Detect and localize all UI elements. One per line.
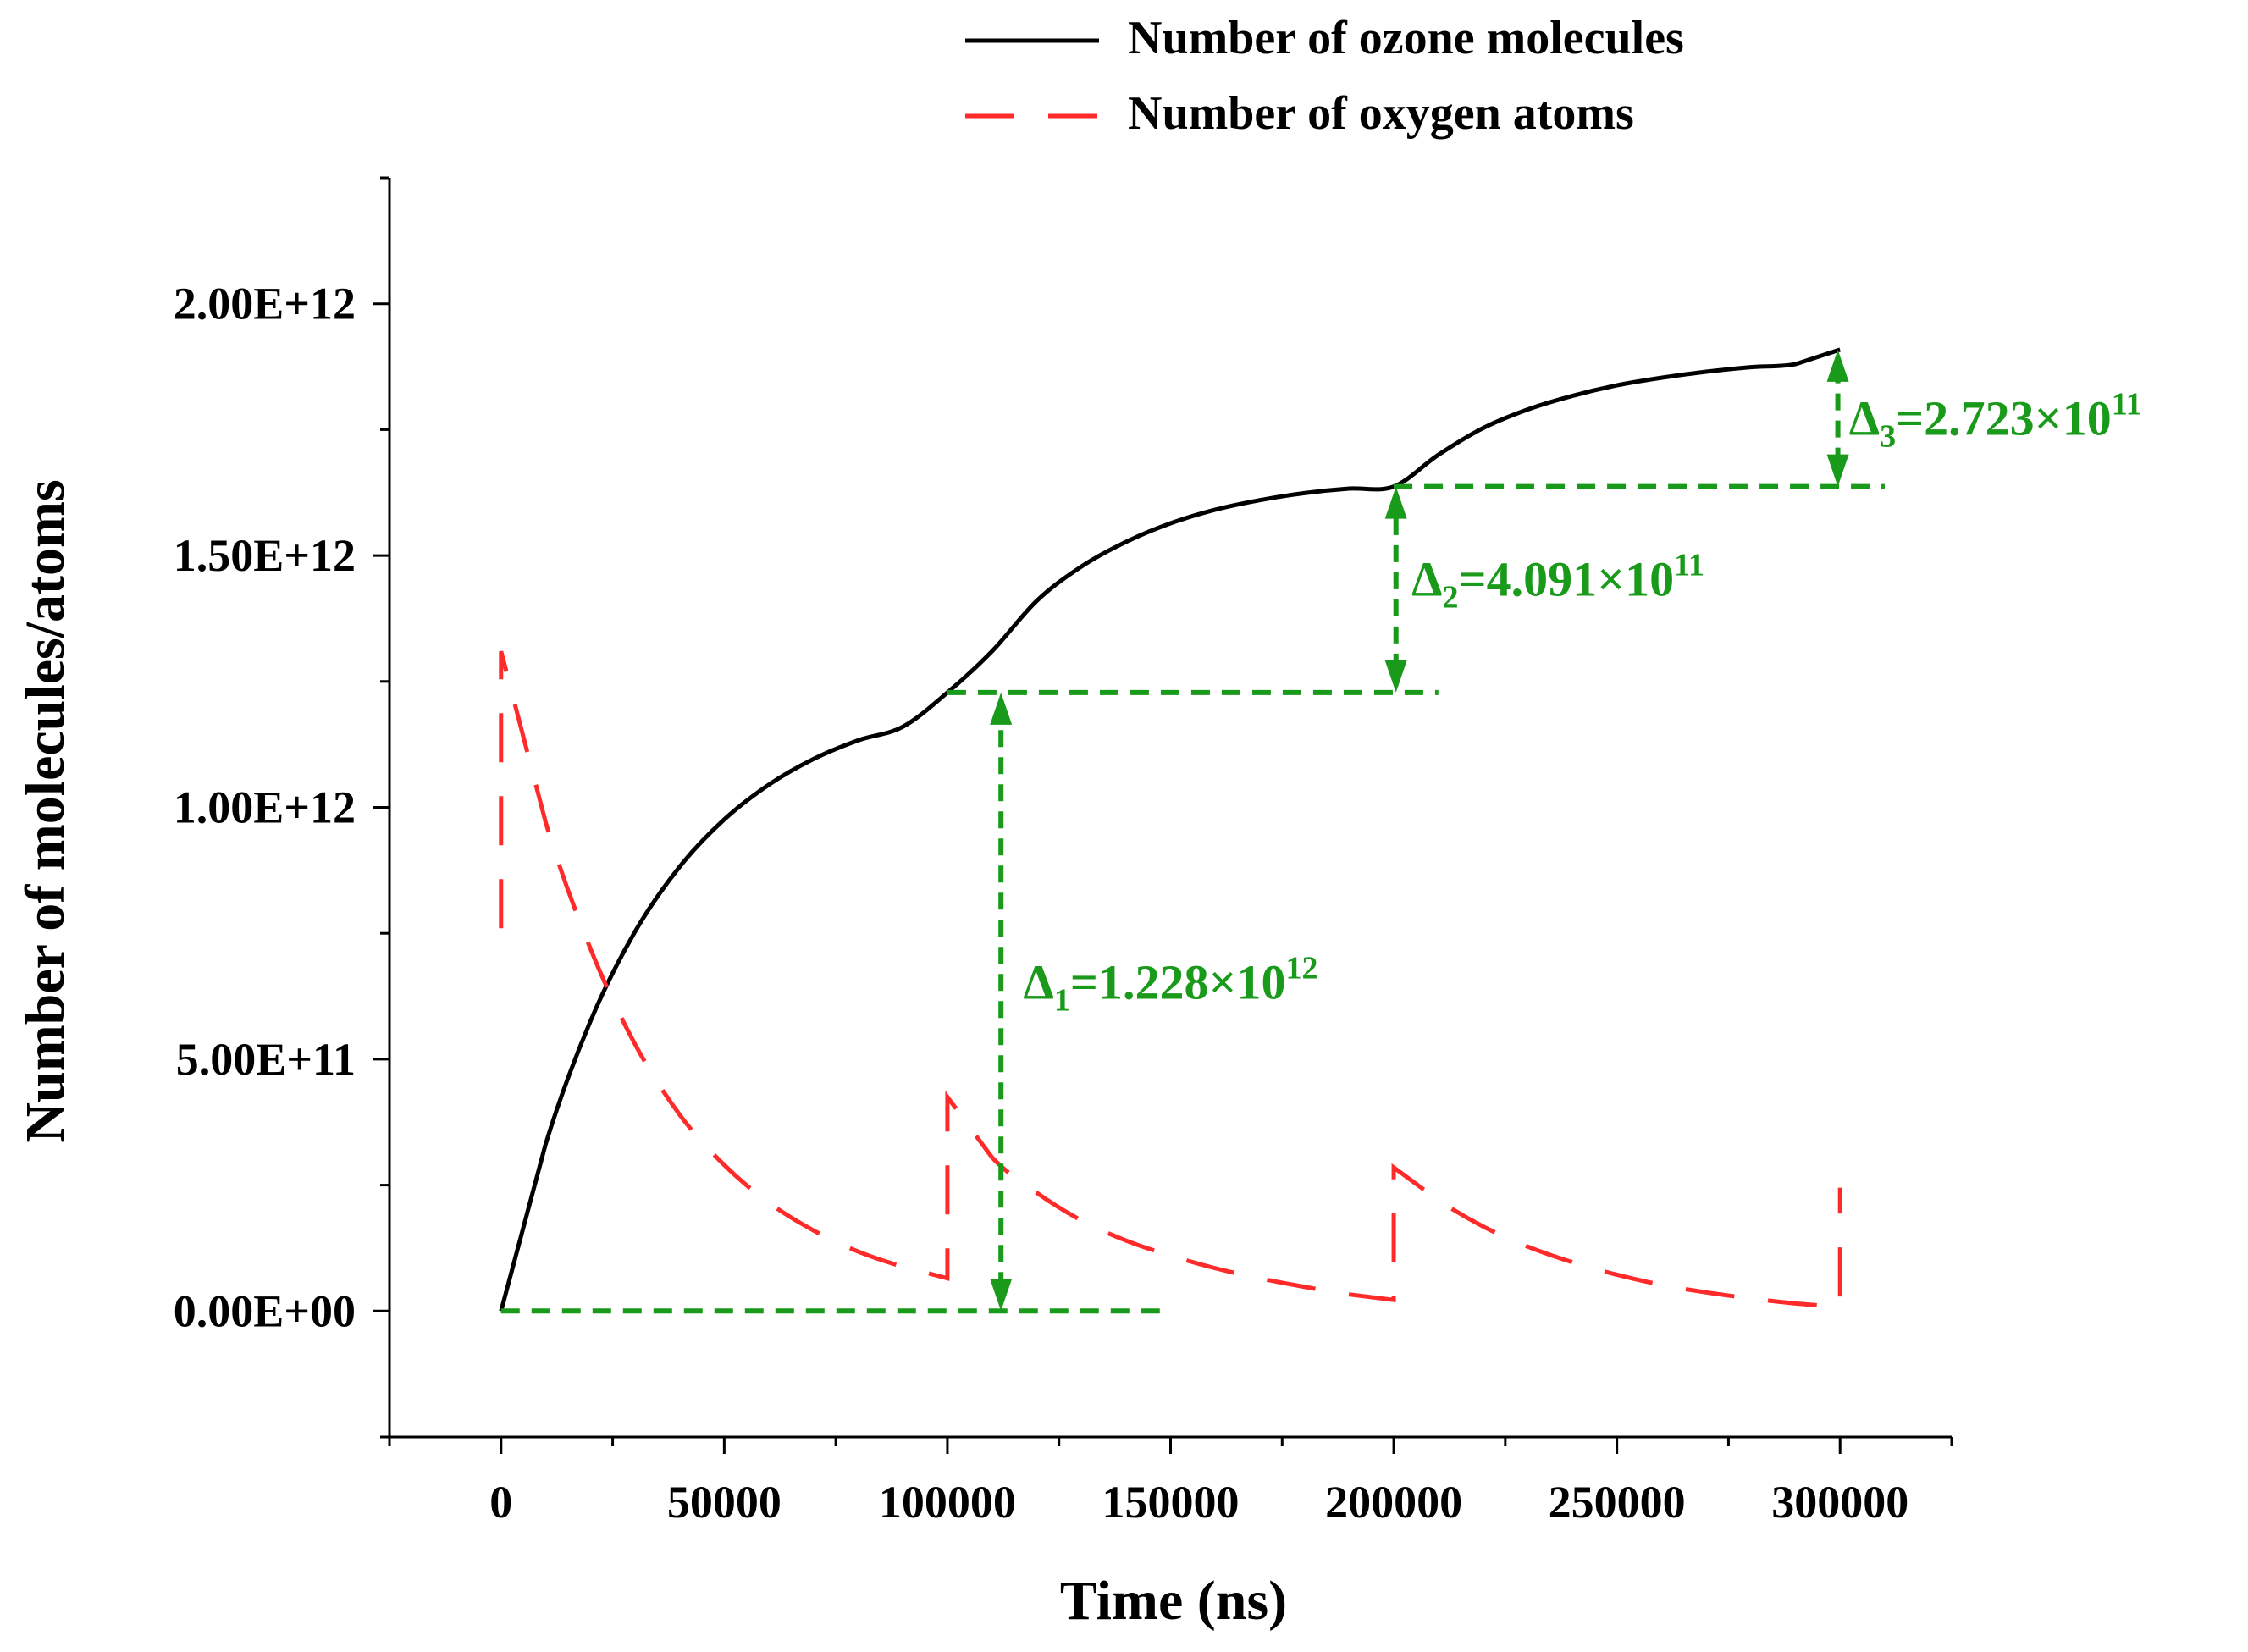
delta-label: Δ3=2.723×1011 — [1849, 386, 2142, 454]
x-tick-label: 300000 — [1771, 1477, 1908, 1528]
delta-label-text: =2.723×10 — [1896, 390, 2112, 445]
delta-label-text: =4.091×10 — [1459, 552, 1675, 607]
delta-arrow-head-up — [1826, 349, 1849, 382]
delta-label-sup: 11 — [2112, 386, 2142, 422]
delta-label-text: =1.228×10 — [1070, 955, 1286, 1010]
y-tick-label: 2.00E+12 — [174, 279, 356, 329]
delta-label-sup: 11 — [1674, 548, 1704, 583]
x-tick-label: 50000 — [667, 1477, 782, 1528]
delta-arrow-head-down — [1826, 454, 1849, 487]
x-axis: 0 50000 100000 150000 200000 250000 300000 Tim… — [388, 1435, 1953, 1632]
delta-label-sub: 1 — [1054, 983, 1070, 1019]
delta-label: Δ2=4.091×1011 — [1411, 548, 1704, 616]
reference-lines — [500, 483, 1885, 1314]
delta-label-sup: 12 — [1286, 951, 1318, 986]
plot-series — [499, 347, 1842, 1312]
legend-label-oxygen: Number of oxygen atoms — [1128, 87, 1634, 140]
legend-label-ozone: Number of ozone molecules — [1128, 12, 1684, 64]
delta-arrow-head-down — [990, 1279, 1013, 1312]
delta-label-sub: 3 — [1880, 418, 1896, 454]
y-axis-label: Number of molecules/atoms — [14, 479, 76, 1142]
x-tick-label: 150000 — [1102, 1477, 1240, 1528]
y-tick-label: 0.00E+00 — [174, 1285, 356, 1336]
legend: Number of ozone molecules Number of oxyg… — [965, 12, 1684, 140]
series-oxygen-line — [499, 650, 1842, 1310]
x-tick-label: 250000 — [1549, 1477, 1686, 1528]
y-tick-label: 1.50E+12 — [174, 530, 356, 581]
y-tick-label: 1.00E+12 — [174, 782, 356, 833]
x-tick-label: 200000 — [1325, 1477, 1462, 1528]
y-tick-label: 5.00E+11 — [176, 1034, 356, 1085]
delta-label-sub: 2 — [1443, 580, 1459, 616]
x-axis-label: Time (ns) — [1060, 1570, 1287, 1632]
x-ticks: 0 50000 100000 150000 200000 250000 300000 — [388, 1437, 1953, 1528]
x-tick-label: 0 — [489, 1477, 512, 1528]
y-axis: 0.00E+00 5.00E+11 1.00E+12 1.50E+12 2.00E+12… — [14, 176, 391, 1439]
x-tick-label: 100000 — [879, 1477, 1016, 1528]
delta-label-symbol: Δ — [1411, 552, 1442, 607]
delta-arrow-head-down — [1384, 660, 1407, 693]
delta-label-symbol: Δ — [1024, 955, 1054, 1010]
y-ticks: 0.00E+00 5.00E+11 1.00E+12 1.50E+12 2.00E+12 — [174, 176, 389, 1439]
delta-label-symbol: Δ — [1849, 390, 1880, 445]
delta-arrow-head-up — [1384, 486, 1407, 519]
series-ozone-line — [499, 347, 1841, 1312]
delta-label: Δ1=1.228×1012 — [1024, 951, 1318, 1019]
delta-arrow-head-up — [990, 692, 1013, 725]
